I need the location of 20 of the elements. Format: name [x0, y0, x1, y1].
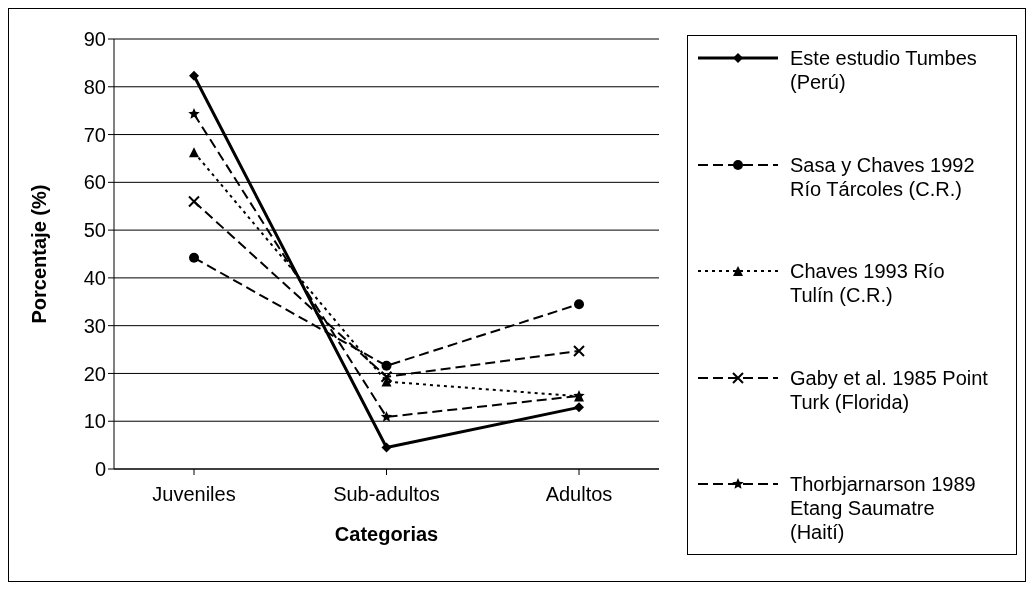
y-tick-label: 0 — [94, 458, 106, 481]
y-tick-label: 20 — [83, 362, 106, 385]
legend-label: Sasa y Chaves 1992 Río Tárcoles (C.R.) — [790, 152, 976, 201]
legend-label: Gaby et al. 1985 Point Turk (Florida) — [790, 365, 989, 414]
y-tick-label: 90 — [83, 28, 106, 51]
legend-label: Thorbjarnarson 1989 Etang Saumatre (Haití) — [790, 472, 977, 544]
y-tick-label: 60 — [83, 171, 106, 194]
y-tick-label: 40 — [83, 266, 106, 289]
x-tick-label: Sub-adultos — [333, 483, 440, 506]
x-tick-label: Adultos — [545, 483, 613, 506]
y-tick-label: 80 — [83, 75, 106, 98]
y-axis-title: Porcentaje (%) — [28, 184, 51, 324]
x-axis-title: Categorias — [334, 523, 439, 545]
legend-label: Chaves 1993 Río Tulín (C.R.) — [790, 259, 946, 307]
legend-label: Este estudio Tumbes (Perú) — [790, 46, 978, 94]
y-tick-label: 50 — [83, 219, 106, 242]
y-tick-label: 70 — [83, 123, 106, 146]
x-tick-label: Juveniles — [152, 483, 236, 506]
y-tick-label: 30 — [83, 314, 106, 337]
y-tick-label: 10 — [83, 410, 106, 433]
